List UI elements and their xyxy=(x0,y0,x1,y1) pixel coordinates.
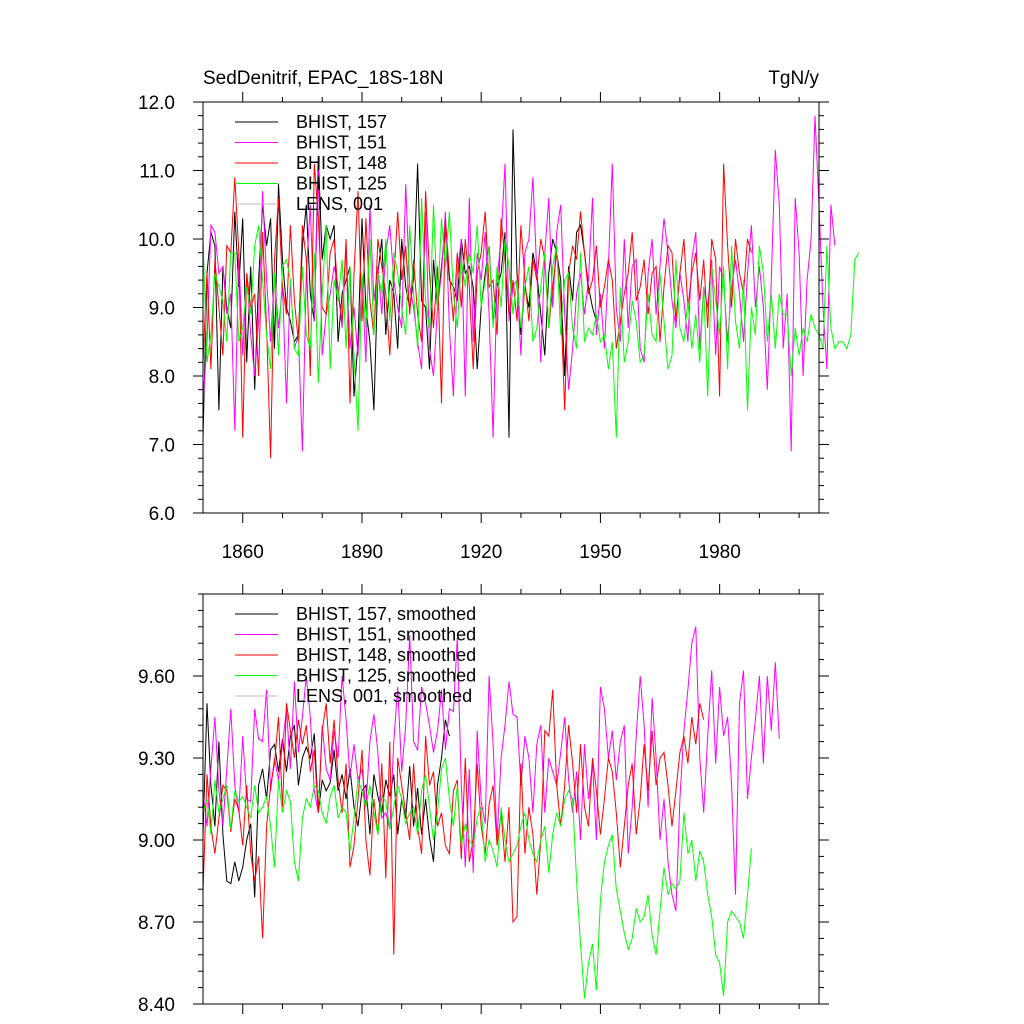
top-units-label: TgN/y xyxy=(768,68,819,89)
top-y-tick-label: 7.0 xyxy=(149,436,175,457)
top-legend-label-3: BHIST, 125 xyxy=(296,174,387,194)
top-x-tick-label: 1950 xyxy=(579,542,621,563)
top-chart-title: SedDenitrif, EPAC_18S-18N xyxy=(203,68,443,89)
top-y-tick-label: 6.0 xyxy=(149,504,175,525)
bottom-series-line-2 xyxy=(202,689,705,955)
top-y-tick-label: 9.0 xyxy=(149,299,175,320)
bottom-series-line-0 xyxy=(202,703,450,898)
bottom-legend-label-2: BHIST, 148, smoothed xyxy=(296,645,476,665)
top-y-tick-label: 10.0 xyxy=(138,230,175,251)
bottom-panel: 8.40 8.70 9.00 9.30 9.60 BHIST, 157, smoothed… xyxy=(138,584,829,1016)
top-series-line-3 xyxy=(202,197,860,438)
bottom-y-tick-label: 9.60 xyxy=(138,667,175,688)
bottom-series-line-1 xyxy=(202,626,780,912)
bottom-y-tick-label: 8.70 xyxy=(138,913,175,934)
top-y-tick-label: 8.0 xyxy=(149,367,175,388)
bottom-legend-label-4: LENS, 001, smoothed xyxy=(296,686,472,706)
bottom-series-line-3 xyxy=(202,757,752,999)
bottom-legend-label-0: BHIST, 157, smoothed xyxy=(296,604,476,624)
top-legend-label-0: BHIST, 157 xyxy=(296,112,387,132)
bottom-y-tick-label: 8.40 xyxy=(138,995,175,1016)
top-x-tick-label: 1920 xyxy=(460,542,502,563)
top-x-tick-label: 1980 xyxy=(699,542,741,563)
bottom-plot-frame xyxy=(202,593,820,1005)
top-x-tick-label: 1860 xyxy=(222,542,264,563)
top-y-tick-label: 11.0 xyxy=(139,162,175,183)
top-x-tick-label: 1890 xyxy=(341,542,383,563)
bottom-legend-label-3: BHIST, 125, smoothed xyxy=(296,666,476,686)
bottom-y-tick-label: 9.30 xyxy=(138,749,175,770)
bottom-y-tick-label: 9.00 xyxy=(138,831,175,852)
top-legend-label-2: BHIST, 148 xyxy=(296,153,387,173)
top-y-tick-label: 12.0 xyxy=(138,93,175,114)
top-legend-label-4: LENS, 001 xyxy=(296,194,383,214)
top-series-line-2 xyxy=(202,163,752,459)
bottom-legend-label-1: BHIST, 151, smoothed xyxy=(296,625,476,645)
top-panel: 6.0 7.0 8.0 9.0 10.0 11.0 12.0 1860 1890 1920 1950… xyxy=(138,68,860,563)
top-legend-label-1: BHIST, 151 xyxy=(296,133,387,153)
